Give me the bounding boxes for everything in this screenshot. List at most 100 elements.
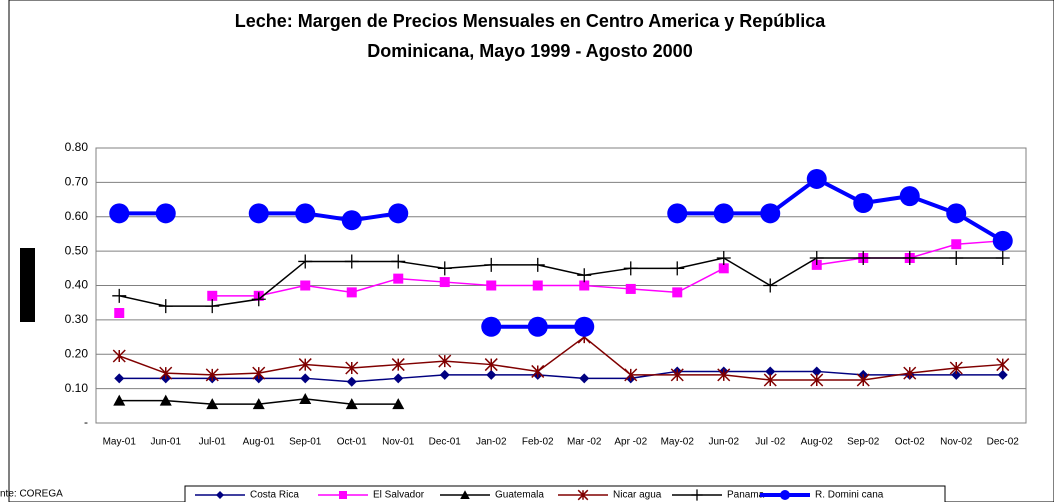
y-tick-label: 0.50 — [65, 243, 89, 257]
marker — [248, 203, 269, 224]
chart-title: Leche: Margen de Precios Mensuales en Ce… — [235, 11, 827, 31]
x-tick-label: Jul-01 — [199, 437, 227, 448]
marker — [205, 368, 219, 382]
marker — [574, 316, 595, 337]
marker — [393, 273, 404, 284]
marker — [439, 277, 450, 288]
marker — [216, 491, 224, 499]
marker — [158, 299, 173, 314]
x-tick-label: Aug-02 — [801, 437, 834, 448]
marker — [853, 193, 874, 213]
y-tick-label: 0.40 — [65, 278, 89, 292]
x-tick-label: Aug-01 — [243, 437, 276, 448]
marker — [346, 287, 357, 298]
x-tick-label: Jan-02 — [476, 437, 507, 448]
marker — [691, 489, 703, 501]
marker — [300, 280, 311, 291]
marker — [995, 251, 1010, 265]
marker — [951, 239, 962, 250]
marker — [530, 257, 545, 272]
y-tick-label: 0.20 — [65, 346, 89, 360]
source-note: nte: COREGA — [0, 489, 63, 500]
marker — [486, 369, 497, 380]
marker — [439, 369, 450, 380]
series-line — [119, 257, 1003, 307]
marker — [579, 373, 590, 384]
y-tick-label: 0.30 — [65, 312, 89, 326]
x-tick-label: Feb-02 — [522, 437, 554, 448]
y-tick-label: 0.60 — [65, 209, 89, 223]
marker — [763, 373, 777, 387]
marker — [856, 251, 871, 265]
chart-frame — [8, 0, 1054, 502]
marker — [670, 261, 685, 276]
marker — [251, 292, 266, 307]
marker — [484, 358, 498, 372]
marker — [388, 203, 409, 224]
marker — [992, 230, 1013, 251]
x-tick-label: May-01 — [103, 437, 137, 448]
x-tick-label: Dec-01 — [429, 437, 462, 448]
marker — [114, 373, 125, 384]
marker — [997, 369, 1008, 380]
marker — [481, 316, 502, 337]
marker — [300, 373, 311, 384]
series-line — [119, 370, 1003, 383]
legend-box — [184, 485, 946, 502]
marker — [809, 251, 824, 265]
marker — [667, 203, 688, 224]
marker — [531, 364, 545, 378]
marker — [949, 361, 963, 375]
x-tick-label: Apr -02 — [614, 437, 647, 448]
marker — [718, 263, 729, 274]
marker — [577, 489, 589, 501]
marker — [810, 373, 824, 387]
y-tick-label: 0.10 — [65, 381, 89, 395]
marker — [295, 203, 316, 224]
marker — [298, 358, 312, 372]
chart-title: Dominicana, Mayo 1999 - Agosto 2000 — [367, 41, 692, 61]
legend-label: Nicar agua — [613, 490, 662, 501]
marker — [780, 490, 790, 500]
marker — [713, 203, 734, 224]
marker — [391, 358, 405, 372]
marker — [951, 369, 962, 380]
y-tick-label: 0.80 — [65, 140, 89, 154]
marker — [155, 203, 176, 224]
x-tick-label: Oct-01 — [337, 437, 367, 448]
marker — [486, 280, 497, 291]
x-tick-label: Oct-02 — [895, 437, 925, 448]
marker — [299, 392, 312, 404]
marker — [206, 398, 219, 410]
marker — [763, 278, 778, 293]
legend-label: Guatemala — [495, 490, 544, 501]
marker — [438, 354, 452, 368]
x-tick-label: Jun-01 — [150, 437, 181, 448]
marker — [760, 203, 781, 224]
x-tick-label: May-02 — [661, 437, 695, 448]
marker — [113, 394, 126, 406]
marker — [716, 251, 731, 265]
x-tick-label: Sep-01 — [289, 437, 322, 448]
legend-label: El Salvador — [373, 490, 425, 501]
x-tick-label: Nov-02 — [940, 437, 973, 448]
marker — [392, 398, 405, 410]
marker — [856, 373, 870, 387]
plot-area — [95, 147, 1027, 424]
series-line — [119, 176, 1004, 329]
marker — [393, 373, 404, 384]
marker — [717, 368, 731, 382]
x-tick-label: Jun-02 — [708, 437, 739, 448]
marker — [252, 398, 265, 410]
marker — [298, 254, 313, 269]
marker — [437, 261, 452, 276]
marker — [109, 203, 130, 224]
marker — [811, 366, 822, 377]
marker — [527, 316, 548, 337]
marker — [670, 368, 684, 382]
legend-label: R. Domini cana — [815, 490, 884, 501]
marker — [339, 491, 347, 499]
marker — [532, 280, 543, 291]
marker — [806, 168, 827, 189]
